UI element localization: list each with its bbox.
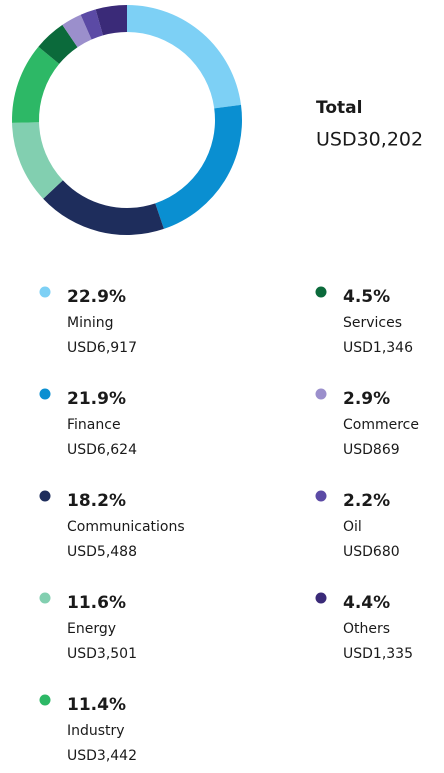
legend-percent: 4.4% bbox=[343, 593, 390, 613]
legend-amount: USD6,624 bbox=[67, 442, 137, 458]
legend-name: Energy bbox=[67, 621, 116, 637]
legend-percent: 21.9% bbox=[67, 389, 126, 409]
legend-name: Finance bbox=[67, 417, 121, 433]
legend-dot bbox=[39, 592, 51, 604]
legend-amount: USD6,917 bbox=[67, 340, 137, 356]
legend-name: Commerce bbox=[343, 417, 419, 433]
legend-dot bbox=[315, 286, 327, 298]
legend-name: Others bbox=[343, 621, 390, 637]
legend-amount: USD1,335 bbox=[343, 646, 413, 662]
donut-segment bbox=[80, 9, 103, 40]
legend-name: Mining bbox=[67, 315, 114, 331]
legend-dot bbox=[39, 490, 51, 502]
donut-segment bbox=[62, 14, 92, 48]
legend-amount: USD680 bbox=[343, 544, 400, 560]
legend-percent: 22.9% bbox=[67, 287, 126, 307]
legend-amount: USD1,346 bbox=[343, 340, 413, 356]
legend-dot bbox=[315, 592, 327, 604]
donut-segment bbox=[11, 46, 60, 123]
donut-segment bbox=[95, 5, 127, 36]
legend-dot bbox=[39, 286, 51, 298]
legend-name: Oil bbox=[343, 519, 362, 535]
legend-name: Services bbox=[343, 315, 402, 331]
legend-name: Communications bbox=[67, 519, 185, 535]
legend-dot bbox=[315, 388, 327, 400]
legend-percent: 11.4% bbox=[67, 695, 126, 715]
legend-percent: 11.6% bbox=[67, 593, 126, 613]
donut-segment bbox=[155, 104, 242, 229]
legend-dot bbox=[315, 490, 327, 502]
donut-segment bbox=[43, 180, 164, 235]
legend-amount: USD869 bbox=[343, 442, 400, 458]
legend-dot bbox=[39, 388, 51, 400]
donut-segment bbox=[127, 5, 242, 109]
legend-amount: USD3,501 bbox=[67, 646, 137, 662]
legend-percent: 2.9% bbox=[343, 389, 390, 409]
legend-name: Industry bbox=[67, 723, 125, 739]
legend-amount: USD5,488 bbox=[67, 544, 137, 560]
legend-percent: 2.2% bbox=[343, 491, 390, 511]
donut-segment bbox=[12, 122, 63, 199]
legend-percent: 4.5% bbox=[343, 287, 390, 307]
legend-percent: 18.2% bbox=[67, 491, 126, 511]
donut-segment bbox=[38, 24, 78, 64]
legend-amount: USD3,442 bbox=[67, 748, 137, 764]
total-label: Total bbox=[316, 98, 362, 118]
legend-dot bbox=[39, 694, 51, 706]
total-value: USD30,202 bbox=[316, 129, 423, 151]
